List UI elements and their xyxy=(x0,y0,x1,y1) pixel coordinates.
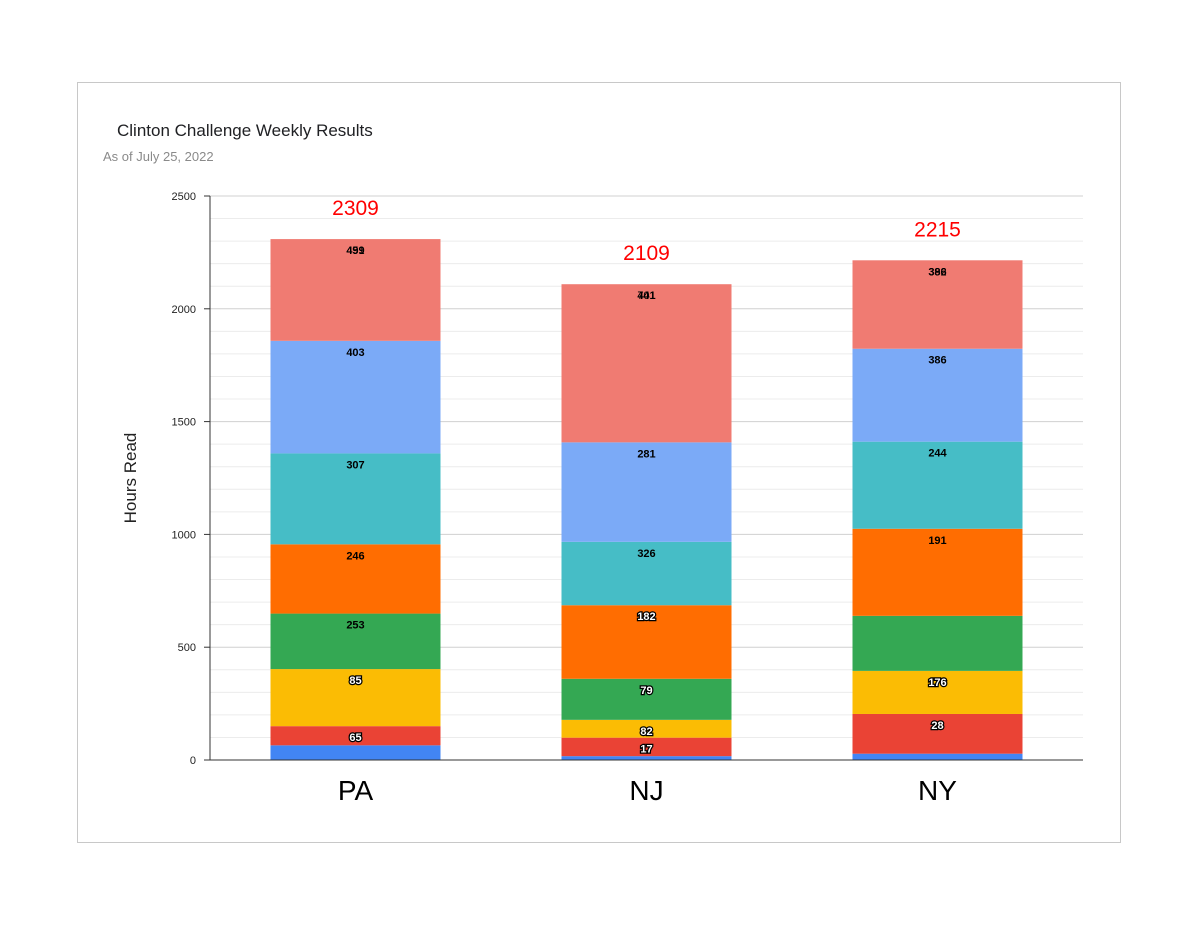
bar-segment xyxy=(561,678,732,720)
chart-title: Clinton Challenge Weekly Results xyxy=(117,121,373,140)
bar-segment xyxy=(852,260,1023,349)
data-label: 701 xyxy=(637,290,655,302)
chart-subtitle: As of July 25, 2022 xyxy=(103,149,214,164)
bar-segment xyxy=(270,544,441,614)
x-tick-label: NY xyxy=(918,775,957,806)
bar-segment xyxy=(852,528,1023,616)
data-label: 244 xyxy=(928,448,947,460)
total-label: 2109 xyxy=(623,242,670,265)
data-label: 85 xyxy=(349,675,361,687)
bar-segment xyxy=(561,442,732,542)
data-label: 82 xyxy=(640,726,652,738)
bar-segment xyxy=(852,348,1023,442)
bar-segment xyxy=(852,615,1023,671)
data-label: 176 xyxy=(928,677,946,689)
y-tick-label: 2500 xyxy=(172,191,196,203)
total-label: 2215 xyxy=(914,218,961,241)
data-label: 17 xyxy=(640,744,652,756)
data-label: 79 xyxy=(640,685,652,697)
data-label: 499 xyxy=(346,245,364,257)
data-label: 307 xyxy=(346,459,364,471)
data-label: 253 xyxy=(346,620,364,632)
bar-segment xyxy=(270,669,441,727)
bar-segment xyxy=(270,340,441,454)
data-label: 386 xyxy=(928,266,946,278)
data-label: 386 xyxy=(928,355,946,367)
data-label: 392 xyxy=(928,266,946,278)
bar-segment xyxy=(852,713,1023,754)
data-label: 65 xyxy=(349,732,361,744)
data-label: 451 xyxy=(346,245,364,257)
data-label: 246 xyxy=(346,550,364,562)
y-tick-label: 500 xyxy=(178,642,196,654)
data-label: 326 xyxy=(637,548,655,560)
data-label: 28 xyxy=(931,720,943,732)
bar-segment xyxy=(270,239,441,341)
bar-segment xyxy=(561,719,732,738)
bar-segment xyxy=(852,670,1023,714)
data-label: 191 xyxy=(928,535,946,547)
data-label: 441 xyxy=(637,290,655,302)
bar-segment xyxy=(561,605,732,679)
total-label: 2309 xyxy=(332,197,379,220)
bar-segment xyxy=(561,737,732,757)
bar-segment xyxy=(561,756,732,760)
y-axis-label: Hours Read xyxy=(121,433,140,524)
bar-segment xyxy=(270,453,441,545)
x-tick-label: PA xyxy=(338,775,374,806)
y-tick-label: 1500 xyxy=(172,417,196,429)
bar-segment xyxy=(852,441,1023,529)
bar-segment xyxy=(270,745,441,760)
bar-segment xyxy=(852,753,1023,760)
y-tick-label: 2000 xyxy=(172,304,196,316)
bar-segment xyxy=(561,284,732,443)
x-tick-label: NJ xyxy=(629,775,663,806)
bar-segment xyxy=(270,726,441,746)
bar-segment xyxy=(270,613,441,670)
data-label: 182 xyxy=(637,611,655,623)
y-tick-label: 0 xyxy=(190,755,196,767)
data-label: 403 xyxy=(346,347,364,359)
y-tick-label: 1000 xyxy=(172,529,196,541)
bar-segment xyxy=(561,541,732,606)
data-label: 281 xyxy=(637,448,655,460)
